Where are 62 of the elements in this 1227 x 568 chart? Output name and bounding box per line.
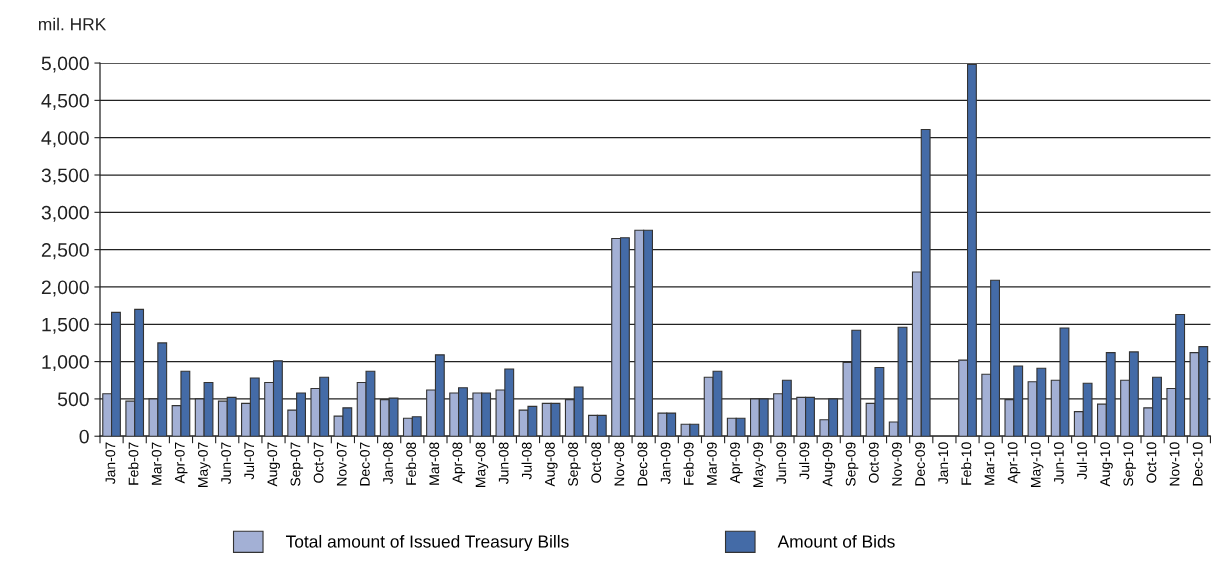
x-tick-label: Jun-10 [1053,442,1064,485]
x-tick-label: Mar-08 [429,442,440,485]
legend-label: Amount of Bids [777,534,895,548]
y-tick-label: 2,500 [41,243,89,260]
x-tick-label: Nov-08 [614,442,625,486]
x-tick-label: Jan-10 [938,442,949,485]
x-tick-label: Dec-10 [1192,442,1203,486]
x-tick-label: Oct-10 [1146,442,1157,483]
y-tick-label: 4,500 [41,93,89,110]
x-tick-label: Feb-10 [961,442,972,485]
y-tick-label: 5,000 [41,56,89,73]
x-tick-label: Sep-10 [1123,442,1136,486]
x-tick-label: Sep-09 [845,442,859,486]
x-tick-label: Jan-09 [660,442,671,485]
x-tick-label: May-10 [1030,442,1044,487]
x-tick-label: Jul-07 [243,442,255,480]
x-tick-label: Apr-07 [174,442,188,484]
x-tick-label: Nov-09 [892,442,902,486]
x-tick-label: Dec-08 [637,442,648,486]
x-tick-label: Mar-07 [151,442,162,485]
x-tick-label: Mar-09 [706,442,717,485]
x-tick-label: Jul-08 [521,442,532,480]
x-tick-label: Nov-10 [1169,442,1180,486]
x-tick-label: Jun-07 [221,442,231,485]
x-tick-label: Apr-10 [1007,442,1021,484]
x-tick-label: Jul-09 [799,442,810,480]
y-tick-label: 1,000 [42,355,89,372]
x-tick-label: Aug-08 [545,442,558,487]
y-tick-label: 0 [79,429,89,444]
x-tick-label: Sep-08 [568,442,581,486]
x-tick-label: Aug-09 [822,442,836,487]
y-tick-label: 4,000 [41,131,89,148]
x-tick-label: May-08 [475,442,489,487]
x-tick-label: Dec-07 [359,442,370,486]
x-tick-label: Dec-09 [915,442,925,486]
y-tick-label: 3,500 [41,168,89,185]
y-tick-label: 3,000 [41,205,89,222]
x-tick-label: Apr-09 [730,442,743,484]
x-tick-label: Apr-08 [452,442,466,484]
x-tick-label: Aug-10 [1100,442,1113,487]
x-tick-label: Sep-07 [290,442,304,486]
y-tick-label: 2,000 [41,280,89,297]
x-tick-label: Jan-08 [383,442,393,485]
x-tick-label: Oct-08 [591,442,602,483]
y-tick-label: 500 [57,392,89,407]
x-tick-label: Jan-07 [105,442,116,485]
x-tick-label: May-09 [753,442,766,487]
x-tick-label: Feb-07 [128,442,139,485]
legend-label: Total amount of Issued Treasury Bills [285,534,569,552]
x-tick-label: Aug-07 [267,442,280,487]
x-tick-label: Feb-09 [683,442,694,485]
x-tick-label: Jul-10 [1076,442,1087,480]
x-tick-label: Oct-09 [868,442,879,483]
x-tick-label: Jun-09 [776,442,787,485]
x-tick-label: Jun-08 [498,442,509,485]
y-axis-title: mil. HRK [38,17,107,31]
x-tick-label: Oct-07 [313,442,324,483]
x-tick-label: Feb-08 [405,442,417,485]
x-tick-label: May-07 [198,442,211,487]
x-tick-label: Mar-10 [984,442,995,485]
x-tick-label: Nov-07 [336,442,347,486]
y-tick-label: 1,500 [42,317,89,334]
